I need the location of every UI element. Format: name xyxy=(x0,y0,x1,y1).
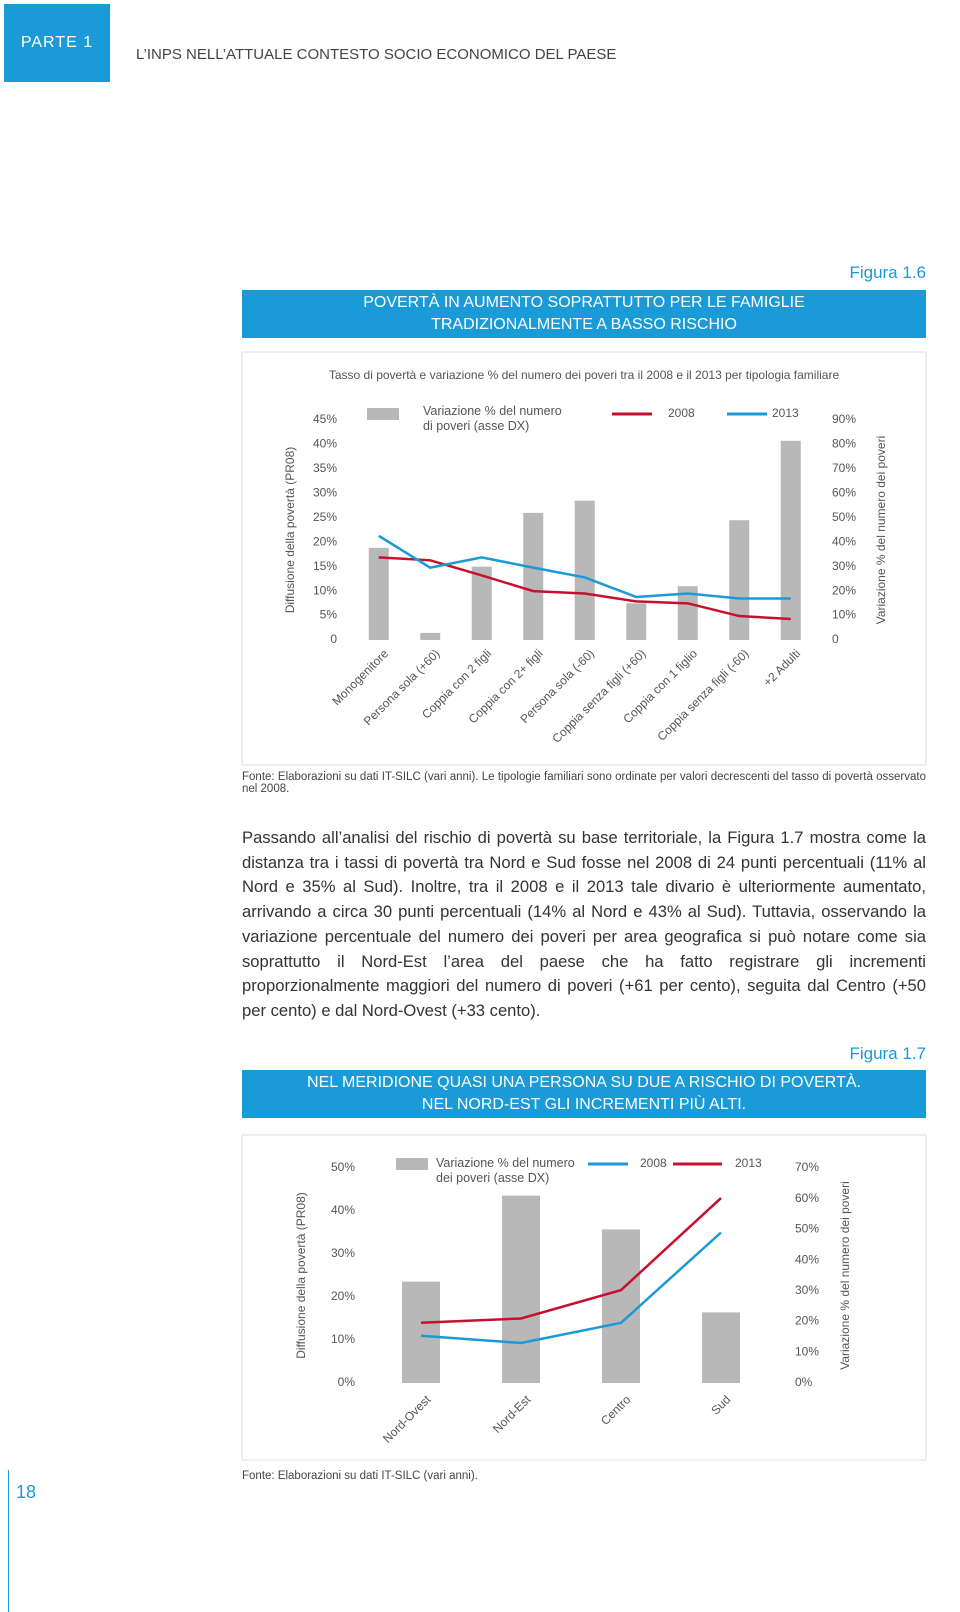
y2-tick-label: 20% xyxy=(832,583,856,597)
y2-tick-label: 50% xyxy=(832,510,856,524)
y-tick-label: 45% xyxy=(313,412,337,426)
x-tick-label: Nord-Est xyxy=(490,1392,534,1436)
chart-frame xyxy=(241,1134,927,1461)
y-tick-label: 0 xyxy=(330,632,337,646)
y2-tick-label: 40% xyxy=(795,1252,819,1266)
page-number: 18 xyxy=(16,1482,37,1502)
bar xyxy=(574,500,595,640)
y-tick-label: 20% xyxy=(331,1289,355,1303)
y-tick-label: 50% xyxy=(331,1160,355,1174)
y-tick-label: 10% xyxy=(313,583,337,597)
y2-tick-label: 70% xyxy=(832,461,856,475)
x-tick-label: Coppia senza figli (+60) xyxy=(549,646,648,745)
y2-tick-label: 70% xyxy=(795,1160,819,1174)
bar xyxy=(471,566,492,640)
legend-swatch xyxy=(367,408,399,420)
y-tick-label: 15% xyxy=(313,559,337,573)
bar xyxy=(702,1312,740,1383)
y-tick-label: 40% xyxy=(313,437,337,451)
source: Fonte: Elaborazioni su dati IT-SILC (var… xyxy=(242,771,926,795)
y2-axis-label: Variazione % del numero dei poveri xyxy=(838,1181,852,1370)
legend-swatch xyxy=(396,1158,428,1170)
y2-tick-label: 40% xyxy=(832,534,856,548)
legend-label: 2008 xyxy=(668,406,695,420)
y2-tick-label: 60% xyxy=(795,1191,819,1205)
y-tick-label: 10% xyxy=(331,1332,355,1346)
y-axis-label: Diffusione della povertà (PR08) xyxy=(283,447,297,614)
line xyxy=(420,1231,722,1345)
x-tick-label: +2 Adulti xyxy=(760,646,803,689)
y2-tick-label: 50% xyxy=(795,1222,819,1236)
header-title: L’INPS NELL’ATTUALE CONTESTO SOCIO ECONO… xyxy=(136,46,617,63)
title-line: TRADIZIONALMENTE A BASSO RISCHIO xyxy=(431,316,737,333)
chart-subtitle: Tasso di povertà e variazione % del nume… xyxy=(329,368,840,382)
figure-title: POVERTÀ IN AUMENTO SOPRATTUTTO PER LE FA… xyxy=(242,290,926,338)
source: Fonte: Elaborazioni su dati IT-SILC (var… xyxy=(242,1470,478,1482)
legend-label: 2013 xyxy=(772,406,799,420)
legend-label-box: Variazione % del numero dei poveri (asse… xyxy=(436,1156,575,1185)
title-line: POVERTÀ IN AUMENTO SOPRATTUTTO PER LE FA… xyxy=(363,294,805,311)
y-tick-label: 25% xyxy=(313,510,337,524)
bar xyxy=(368,547,389,640)
x-tick-label: Sud xyxy=(708,1392,733,1417)
title-line: NEL MERIDIONE QUASI UNA PERSONA SU DUE A… xyxy=(307,1074,861,1091)
y2-tick-label: 20% xyxy=(795,1314,819,1328)
y2-tick-label: 90% xyxy=(832,412,856,426)
part-label: PARTE 1 xyxy=(4,4,110,82)
legend-label: 2013 xyxy=(735,1156,762,1170)
legend-label: Variazione % del numero dei poveri (asse… xyxy=(436,1156,575,1185)
y2-tick-label: 30% xyxy=(795,1283,819,1297)
figure-label: Figura 1.7 xyxy=(849,1044,926,1063)
bar xyxy=(602,1229,640,1383)
line xyxy=(378,534,791,600)
legend-label-box: Variazione % del numero di poveri (asse … xyxy=(423,404,562,433)
bar xyxy=(626,603,647,640)
page-rule xyxy=(8,1470,9,1612)
y-tick-label: 35% xyxy=(313,461,337,475)
y-tick-label: 0% xyxy=(338,1375,356,1389)
y2-axis-label: Variazione % del numero dei poveri xyxy=(874,436,888,625)
y-axis-label: Diffusione della povertà (PR08) xyxy=(294,1192,308,1359)
x-tick-label: Centro xyxy=(598,1392,634,1428)
line xyxy=(420,1197,722,1325)
title-line: NEL NORD-EST GLI INCREMENTI PIÙ ALTI. xyxy=(421,1096,747,1113)
y-tick-label: 30% xyxy=(331,1246,355,1260)
y2-tick-label: 10% xyxy=(832,608,856,622)
bar xyxy=(502,1195,540,1383)
y2-tick-label: 10% xyxy=(795,1344,819,1358)
body-text: Passando all’analisi del rischio di pove… xyxy=(242,828,926,1020)
y-tick-label: 5% xyxy=(320,608,338,622)
y-tick-label: 20% xyxy=(313,534,337,548)
x-tick-label: Coppia senza figli (-60) xyxy=(654,646,751,743)
y2-tick-label: 0 xyxy=(832,632,839,646)
bar xyxy=(523,512,544,640)
x-tick-label: Nord-Ovest xyxy=(380,1392,434,1446)
figure-title: NEL MERIDIONE QUASI UNA PERSONA SU DUE A… xyxy=(242,1070,926,1118)
bar xyxy=(677,586,698,640)
y-tick-label: 40% xyxy=(331,1203,355,1217)
figure-label: Figura 1.6 xyxy=(849,263,926,282)
y2-tick-label: 60% xyxy=(832,486,856,500)
y2-tick-label: 0% xyxy=(795,1375,813,1389)
chart-frame xyxy=(241,351,927,766)
legend-label: 2008 xyxy=(640,1156,667,1170)
bar xyxy=(420,632,441,640)
bar xyxy=(402,1281,440,1383)
bar xyxy=(780,440,801,640)
bar xyxy=(729,520,750,640)
y-tick-label: 30% xyxy=(313,486,337,500)
y2-tick-label: 30% xyxy=(832,559,856,573)
legend-label: Variazione % del numero di poveri (asse … xyxy=(423,404,562,433)
y2-tick-label: 80% xyxy=(832,437,856,451)
